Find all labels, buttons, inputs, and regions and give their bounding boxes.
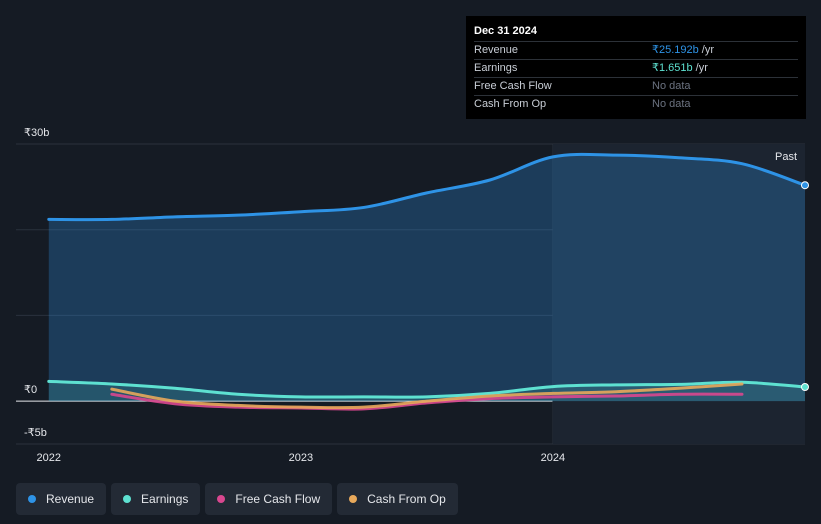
- legend-label: Cash From Op: [367, 492, 446, 506]
- legend-dot-icon: [217, 495, 226, 503]
- y-tick-label: ₹30b: [24, 127, 49, 139]
- legend-item-cash-from-op[interactable]: Cash From Op: [337, 483, 458, 515]
- tooltip-row-revenue: Revenue ₹25.192b /yr: [474, 42, 798, 60]
- x-tick-label: 2022: [37, 452, 61, 464]
- series-end-point-earnings: [801, 382, 809, 391]
- legend-dot-icon: [28, 495, 36, 503]
- series-end-point-revenue: [801, 181, 809, 190]
- legend-label: Free Cash Flow: [235, 492, 321, 506]
- tooltip-row-free-cash-flow: Free Cash Flow No data: [474, 78, 798, 96]
- tooltip-value: No data: [652, 98, 691, 110]
- series-line-free-cash-flow: [110, 392, 744, 411]
- tooltip-label: Revenue: [474, 44, 519, 56]
- legend-item-earnings[interactable]: Earnings: [111, 483, 201, 515]
- tooltip-value: ₹25.192b: [652, 44, 699, 56]
- series-line-earnings: [47, 379, 807, 399]
- tooltip-label: Free Cash Flow: [474, 80, 552, 92]
- series-line-cash-from-op: [110, 382, 744, 410]
- y-tick-label: -₹5b: [24, 427, 47, 439]
- x-tick-label: 2024: [541, 452, 565, 464]
- tooltip-value: ₹1.651b: [652, 62, 693, 74]
- legend-label: Revenue: [46, 492, 95, 506]
- legend-dot-icon: [123, 495, 132, 503]
- tooltip-value: No data: [652, 80, 691, 92]
- series-lines: [47, 152, 809, 411]
- tooltip-row-cash-from-op: Cash From Op No data: [474, 96, 798, 113]
- series-line-revenue: [47, 152, 807, 222]
- past-label: Past: [775, 151, 797, 163]
- legend-item-free-cash-flow[interactable]: Free Cash Flow: [205, 483, 333, 515]
- tooltip-label: Earnings: [474, 62, 518, 74]
- tooltip-panel: Dec 31 2024 Revenue ₹25.192b /yr Earning…: [466, 16, 806, 119]
- tooltip-row-earnings: Earnings ₹1.651b /yr: [474, 60, 798, 78]
- legend: Revenue Earnings Free Cash Flow Cash Fro…: [16, 483, 458, 515]
- y-tick-label: ₹0: [24, 384, 37, 396]
- x-tick-label: 2023: [289, 452, 313, 464]
- legend-item-revenue[interactable]: Revenue: [16, 483, 107, 515]
- legend-dot-icon: [349, 495, 358, 503]
- tooltip-unit: /yr: [701, 44, 714, 56]
- axis-labels: ₹30b ₹0 -₹5b 2022 2023 2024 Past: [24, 127, 797, 464]
- tooltip-label: Cash From Op: [474, 98, 547, 110]
- tooltip-date: Dec 31 2024: [474, 24, 798, 42]
- tooltip-unit: /yr: [695, 62, 708, 74]
- legend-label: Earnings: [141, 492, 189, 506]
